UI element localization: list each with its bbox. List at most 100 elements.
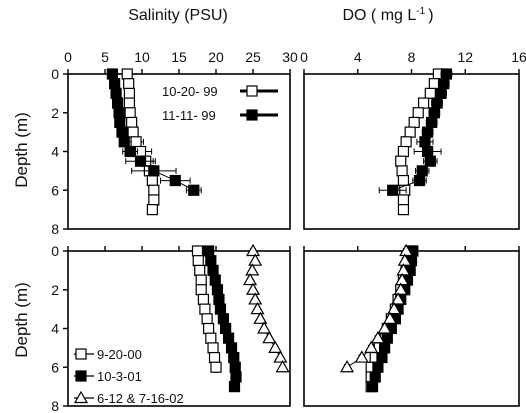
legend-label: 10-3-01: [97, 369, 142, 384]
data-point: [113, 107, 125, 119]
legend-marker: [75, 370, 87, 382]
legend-label: 10-20- 99: [162, 84, 218, 99]
x-tick-label: 8: [408, 49, 416, 65]
data-point: [229, 361, 241, 373]
x-tick-label: 0: [300, 49, 308, 65]
data-point: [379, 342, 391, 354]
data-point: [207, 264, 219, 276]
do-title-close: ): [428, 7, 433, 24]
data-point: [146, 174, 158, 187]
legend-marker: [246, 85, 258, 97]
data-point: [397, 145, 410, 158]
x-tick-label: 15: [171, 49, 187, 65]
data-point: [273, 350, 288, 363]
y-tick-label: 6: [51, 359, 59, 375]
panel-top-right: 0 4 8 12 16: [300, 49, 526, 230]
data-point: [396, 263, 411, 276]
data-point: [397, 174, 410, 187]
data-point: [354, 350, 369, 363]
data-point: [110, 87, 122, 99]
data-point: [426, 116, 438, 129]
data-point: [121, 68, 133, 80]
data-point: [370, 330, 385, 344]
data-point: [419, 136, 431, 148]
data-point: [262, 330, 277, 344]
y-tick-label: 6: [51, 182, 59, 198]
data-point: [217, 313, 229, 325]
data-point: [253, 311, 268, 324]
data-point: [400, 136, 412, 148]
panel-bottom-right: [303, 243, 520, 407]
data-point: [205, 255, 217, 267]
depth-axis-label-top: Depth (m): [12, 112, 31, 188]
data-point: [248, 253, 263, 266]
data-point: [397, 204, 410, 216]
data-point: [106, 68, 119, 80]
legend-label: 11-11- 99: [162, 108, 216, 123]
data-point: [213, 293, 225, 306]
x-tick-label: 0: [64, 49, 72, 65]
data-point: [245, 263, 260, 276]
y-tick-label: 4: [51, 321, 59, 337]
data-point: [387, 184, 399, 196]
data-point: [209, 274, 221, 286]
x-tick-label: 25: [245, 49, 261, 65]
x-tick-label: 10: [134, 49, 150, 65]
data-point: [203, 245, 215, 257]
data-point: [203, 322, 215, 335]
data-point: [230, 371, 242, 383]
data-point: [404, 126, 416, 138]
data-point: [188, 184, 200, 196]
do-column-title: DO ( mg L-1): [342, 6, 433, 24]
data-point: [201, 313, 213, 325]
legend-marker: [73, 390, 89, 404]
data-point: [416, 165, 428, 177]
series-filled-square: [378, 68, 453, 196]
data-point: [111, 97, 124, 109]
data-point: [424, 155, 436, 167]
x-tick-label: 5: [101, 49, 109, 65]
data-point: [134, 155, 147, 167]
data-point: [424, 87, 436, 99]
data-point: [397, 253, 412, 266]
data-point: [124, 145, 136, 158]
data-point: [268, 340, 283, 353]
data-point: [395, 272, 410, 286]
data-point: [413, 174, 426, 187]
data-point: [222, 332, 235, 344]
data-point: [123, 78, 135, 90]
data-point: [118, 136, 130, 148]
data-point: [195, 284, 207, 296]
y-tick-label: 4: [51, 144, 59, 160]
data-point: [364, 340, 379, 353]
legend-label: 9-20-00: [97, 347, 142, 362]
y-tick-label: 8: [51, 398, 59, 413]
data-point: [197, 293, 210, 306]
y-tick-label: 0: [51, 66, 59, 82]
data-point: [148, 184, 160, 196]
data-point: [395, 155, 407, 167]
x-tick-label: 20: [208, 49, 224, 65]
data-point: [382, 311, 398, 324]
data-point: [169, 174, 181, 187]
data-point: [408, 116, 420, 129]
data-point: [126, 116, 138, 129]
data-point: [199, 303, 211, 315]
series-open-triangle: [243, 243, 290, 373]
data-point: [124, 107, 136, 119]
data-point: [339, 360, 355, 373]
panel-bottom-left: 0 2 4 6 8 9-20-00 10-3-01 6-12 & 7-16-02: [51, 243, 291, 413]
x-tick-label: 12: [457, 49, 473, 65]
panel-frame: [303, 73, 520, 230]
do-title-superscript: -1: [416, 6, 425, 17]
data-point: [435, 87, 447, 99]
data-point: [195, 274, 207, 286]
data-point: [431, 97, 443, 109]
data-point: [116, 126, 128, 138]
data-point: [257, 321, 272, 334]
data-point: [191, 245, 204, 257]
series-open-square: [395, 68, 444, 216]
data-point: [192, 255, 204, 267]
y-tick-label: 0: [51, 243, 59, 259]
data-point: [250, 301, 265, 315]
